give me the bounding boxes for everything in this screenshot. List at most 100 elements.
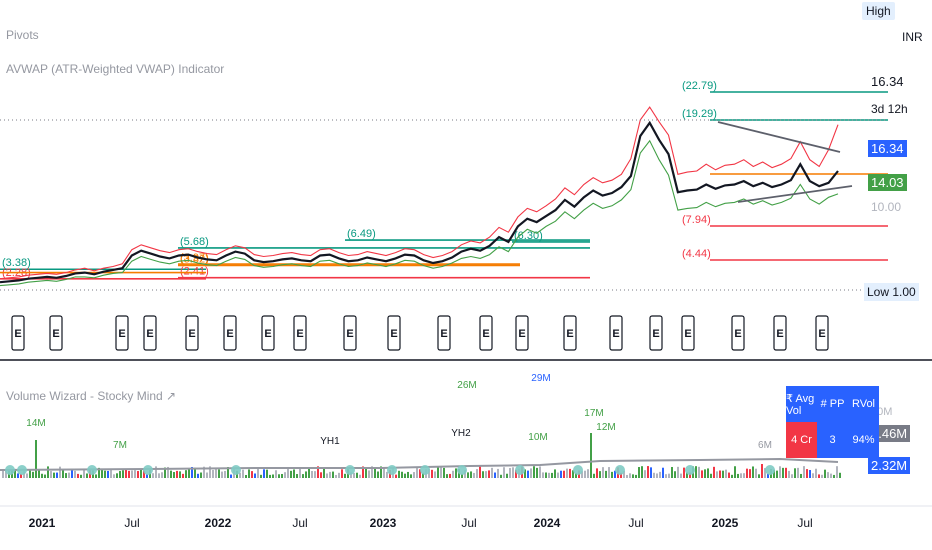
volume-bar [203, 466, 205, 478]
volume-bar [158, 473, 160, 478]
volume-bar [419, 469, 421, 478]
volume-bar [467, 472, 469, 478]
volume-bar [311, 471, 313, 478]
volume-bar [182, 473, 184, 478]
volume-bar [206, 472, 208, 478]
volume-bar [98, 467, 100, 478]
volume-bar [452, 470, 454, 478]
time-axis-label: 2022 [204, 516, 232, 530]
volume-bar [2, 470, 4, 478]
rvol-value: 94% [848, 422, 879, 458]
volume-bar [836, 466, 838, 478]
volume-bar [632, 474, 634, 478]
volume-bar [557, 472, 559, 478]
earnings-marker-label: E [14, 328, 21, 340]
volume-bar [719, 470, 721, 478]
pocket-pivot-marker [345, 465, 355, 475]
earnings-marker [11, 315, 25, 351]
volume-bar [134, 470, 136, 478]
volume-bar [86, 473, 88, 478]
earnings-marker-label: E [734, 328, 741, 340]
volume-bar [503, 467, 505, 478]
volume-bar [614, 470, 616, 478]
volume-bar [176, 470, 178, 478]
volume-bar [587, 469, 589, 478]
volume-bar [800, 473, 802, 478]
volume-indicator-title[interactable]: Volume Wizard - Stocky Mind ↗ [6, 389, 177, 403]
volume-bar [818, 474, 820, 478]
volume-bar [527, 470, 529, 478]
volume-bar [815, 468, 817, 478]
earnings-marker-label: E [518, 328, 525, 340]
volume-bar [440, 466, 442, 478]
volume-bar [191, 467, 193, 478]
volume-bar [806, 469, 808, 478]
volume-bar [824, 469, 826, 478]
volume-bar [383, 467, 385, 478]
volume-bar [128, 470, 130, 478]
volume-bar [26, 473, 28, 478]
pivots-indicator-title[interactable]: Pivots [6, 28, 39, 42]
time-axis-label: 2021 [28, 516, 56, 530]
volume-bar [65, 473, 67, 478]
volume-annotation: 29M [531, 373, 550, 384]
volume-bar [143, 470, 145, 478]
volume-bar [140, 469, 142, 478]
volume-bar [188, 468, 190, 478]
volume-bar [23, 471, 25, 478]
volume-bar [431, 469, 433, 478]
volume-bar [47, 466, 49, 478]
volume-bar [683, 467, 685, 478]
avwap-indicator-title[interactable]: AVWAP (ATR-Weighted VWAP) Indicator [6, 62, 225, 76]
pivot-label: (19.29) [682, 108, 717, 120]
earnings-marker-label: E [390, 328, 397, 340]
pp-value: 3 [817, 422, 848, 458]
earnings-marker [223, 315, 237, 351]
earnings-marker-label: E [440, 328, 447, 340]
pocket-pivot-marker [420, 465, 430, 475]
volume-bar [653, 472, 655, 478]
volume-bar [491, 467, 493, 478]
volume-bar [782, 467, 784, 478]
volume-bar [332, 471, 334, 478]
volume-bar [707, 468, 709, 478]
volume-stats-table: ₹ Avg Vol # PP RVol 4 Cr 3 94% [786, 386, 879, 458]
volume-bar [371, 466, 373, 478]
trendline-lower [737, 185, 853, 203]
volume-bar [629, 473, 631, 478]
low-label: Low [867, 285, 890, 299]
pocket-pivot-marker [573, 465, 583, 475]
volume-bar [296, 474, 298, 478]
pocket-pivot-marker [87, 465, 97, 475]
volume-bar [167, 466, 169, 478]
volume-bar [53, 472, 55, 478]
volume-bar [434, 471, 436, 478]
trendline-upper [717, 121, 841, 153]
earnings-marker-label: E [226, 328, 233, 340]
volume-bar [71, 469, 73, 478]
volume-bar [812, 473, 814, 478]
volume-bar [761, 464, 763, 478]
volume-bar [620, 472, 622, 478]
volume-bar [476, 469, 478, 478]
volume-bar [302, 474, 304, 478]
volume-bar [428, 468, 430, 478]
volume-annotation: 17M [584, 408, 603, 419]
volume-bar [776, 470, 778, 478]
currency-label[interactable]: INR [902, 30, 923, 44]
volume-average-line [0, 457, 839, 471]
time-axis-label: Jul [461, 516, 477, 530]
volume-bar [665, 474, 667, 478]
volume-bar [95, 474, 97, 478]
volume-bar [422, 472, 424, 478]
volume-bar [698, 466, 700, 478]
pp-header: # PP [817, 386, 848, 422]
volume-bar [314, 471, 316, 478]
volume-bar [212, 469, 214, 478]
time-axis-label: 2024 [533, 516, 561, 530]
volume-bar [161, 472, 163, 478]
volume-bar [101, 469, 103, 478]
volume-bar [323, 467, 325, 478]
